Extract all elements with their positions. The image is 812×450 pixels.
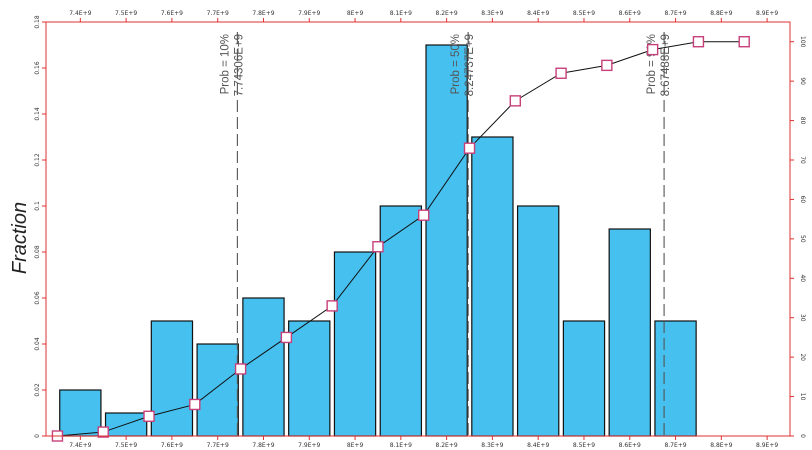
y2-tick-label: 20 bbox=[799, 353, 806, 361]
percentile-prob-label: Prob = 50% bbox=[450, 34, 462, 94]
y2-tick-label: 70 bbox=[799, 156, 806, 164]
cumulative-marker bbox=[97, 426, 109, 438]
y2-tick-label: 80 bbox=[799, 117, 806, 125]
cumulative-marker bbox=[143, 410, 155, 422]
x-top-tick-label: 8.3E+9 bbox=[481, 10, 503, 17]
y-tick-label: 0.02 bbox=[34, 383, 41, 397]
y-tick-label: 0.08 bbox=[34, 245, 41, 259]
x-top-tick-label: 8.2E+9 bbox=[436, 10, 458, 17]
cumulative-marker bbox=[326, 300, 338, 312]
histogram-bar bbox=[333, 251, 377, 437]
cumulative-marker bbox=[418, 209, 430, 221]
y2-tick-label: 60 bbox=[799, 196, 806, 204]
histogram-bar bbox=[516, 205, 560, 437]
x-tick-label: 7.8E+9 bbox=[252, 442, 274, 449]
x-tick-label: 7.9E+9 bbox=[298, 442, 320, 449]
x-top-tick-label: 7.7E+9 bbox=[207, 10, 229, 17]
cumulative-line bbox=[57, 41, 745, 437]
x-tick-label: 8.9E+9 bbox=[756, 442, 778, 449]
x-top-tick-label: 7.9E+9 bbox=[298, 10, 320, 17]
x-top-tick-label: 8.1E+9 bbox=[390, 10, 412, 17]
y2-tick-label: 90 bbox=[799, 77, 806, 85]
x-top-tick-label: 7.6E+9 bbox=[161, 10, 183, 17]
y-tick-label: 0.04 bbox=[34, 337, 41, 351]
axes: 7.4E+9 7.4E+9 7.5E+9 7.5E+9 7.6E+9 7.6E+9 7.7E… bbox=[34, 10, 806, 449]
x-tick-label: 8.5E+9 bbox=[573, 442, 595, 449]
x-tick-label: 7.4E+9 bbox=[69, 442, 91, 449]
x-top-tick-label: 8.5E+9 bbox=[573, 10, 595, 17]
y-tick-label: 0.06 bbox=[34, 291, 41, 305]
y2-tick-label: 100 bbox=[799, 36, 806, 48]
y-tick-label: 0.14 bbox=[34, 107, 41, 121]
y-axis-label: Fraction bbox=[9, 202, 31, 274]
y2-tick-label: 30 bbox=[799, 314, 806, 322]
x-tick-label: 8.7E+9 bbox=[664, 442, 686, 449]
histogram-bars bbox=[59, 44, 697, 437]
percentile-prob-label: Prob = 90% bbox=[646, 34, 658, 94]
percentile-value-label: 7.74306E+9 bbox=[233, 34, 245, 96]
cumulative-marker bbox=[646, 43, 659, 56]
y-tick-label: 0 bbox=[34, 434, 41, 438]
cumulative-marker bbox=[509, 95, 521, 107]
x-top-tick-label: 8.9E+9 bbox=[756, 10, 778, 17]
x-tick-label: 7.6E+9 bbox=[161, 442, 183, 449]
x-tick-label: 8.1E+9 bbox=[390, 442, 412, 449]
cumulative-marker bbox=[189, 398, 201, 411]
cumulative-marker bbox=[738, 36, 750, 48]
x-top-tick-label: 7.8E+9 bbox=[252, 10, 274, 17]
cumulative-marker bbox=[372, 241, 384, 253]
cumulative-marker bbox=[280, 331, 293, 344]
histogram-bar bbox=[654, 320, 697, 437]
percentile-value-label: 8.24737E+9 bbox=[464, 34, 476, 96]
cumulative-marker bbox=[692, 36, 705, 48]
y-tick-label: 0.16 bbox=[34, 61, 41, 75]
histogram-bar bbox=[425, 44, 468, 437]
x-top-tick-label: 8.4E+9 bbox=[527, 10, 549, 17]
y-tick-label: 0.12 bbox=[34, 153, 41, 167]
x-tick-label: 7.7E+9 bbox=[207, 442, 229, 449]
x-tick-label: 8.8E+9 bbox=[710, 442, 732, 449]
cumulative-curve bbox=[51, 36, 750, 442]
y2-tick-label: 40 bbox=[799, 274, 806, 282]
x-tick-label: 7.5E+9 bbox=[115, 442, 137, 449]
cumulative-marker bbox=[601, 59, 613, 72]
x-tick-label: 8.4E+9 bbox=[527, 442, 549, 449]
x-tick-label: 8.6E+9 bbox=[619, 442, 641, 449]
y-tick-label: 0.18 bbox=[34, 15, 41, 29]
cumulative-marker bbox=[463, 142, 476, 154]
x-top-tick-label: 7.4E+9 bbox=[69, 10, 91, 17]
cumulative-marker bbox=[234, 363, 247, 375]
plot-frame bbox=[45, 21, 791, 437]
percentile-lines: Prob = 10% 7.74306E+9 Prob = 50% 8.24737E+9… bbox=[219, 32, 672, 436]
x-tick-label: 8E+9 bbox=[347, 442, 364, 449]
histogram-bar bbox=[196, 343, 239, 437]
x-tick-label: 8.2E+9 bbox=[436, 442, 458, 449]
x-top-tick-label: 8.6E+9 bbox=[619, 10, 641, 17]
histogram-bar bbox=[562, 320, 606, 437]
x-top-tick-label: 7.5E+9 bbox=[115, 10, 137, 17]
histogram-bar bbox=[379, 205, 423, 437]
percentile-prob-label: Prob = 10% bbox=[219, 34, 231, 94]
y2-tick-label: 0 bbox=[799, 434, 806, 438]
histogram-bar bbox=[242, 297, 285, 437]
x-top-tick-label: 8.7E+9 bbox=[664, 10, 686, 17]
histogram-bar bbox=[59, 389, 102, 437]
y-tick-label: 0.1 bbox=[34, 201, 41, 211]
histogram-bar bbox=[150, 320, 194, 437]
percentile-value-label: 8.67488E+9 bbox=[660, 34, 672, 96]
y2-tick-label: 10 bbox=[799, 393, 806, 401]
cumulative-marker bbox=[555, 67, 567, 79]
x-top-tick-label: 8.8E+9 bbox=[710, 10, 732, 17]
x-top-tick-label: 8E+9 bbox=[347, 10, 364, 17]
y2-tick-label: 50 bbox=[799, 235, 806, 243]
histogram-bar bbox=[471, 136, 514, 437]
histogram-bar bbox=[288, 320, 331, 437]
x-tick-label: 8.3E+9 bbox=[481, 442, 503, 449]
histogram-bar bbox=[608, 228, 651, 437]
